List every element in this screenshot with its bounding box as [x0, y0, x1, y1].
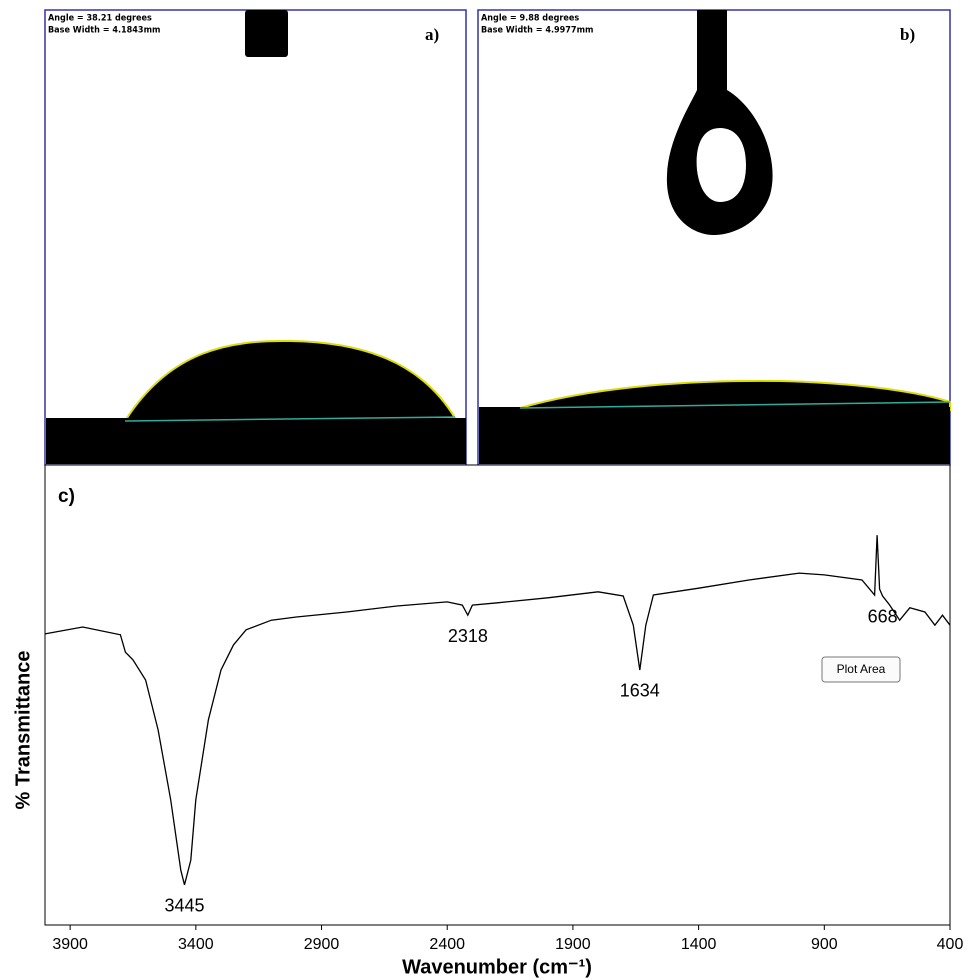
spectrum-line [44, 535, 951, 885]
peak-label: 668 [868, 607, 898, 627]
x-tick-label: 3900 [52, 936, 88, 953]
width-text: Base Width = 4.9977mm [481, 26, 593, 36]
droplet [123, 339, 457, 423]
panel-label: b) [900, 25, 915, 44]
angle-text: Angle = 9.88 degrees [481, 14, 579, 24]
tooltip: Plot Area [821, 656, 901, 683]
needle [245, 10, 288, 57]
width-text: Base Width = 4.1843mm [48, 26, 160, 36]
panel-a: Angle = 38.21 degrees Base Width = 4.184… [44, 9, 467, 466]
x-tick-label: 400 [937, 936, 964, 953]
x-axis-label: Wavenumber (cm⁻¹) [402, 956, 592, 978]
x-tick-label: 2900 [304, 936, 340, 953]
peak-label: 2318 [448, 626, 488, 646]
angle-text: Angle = 38.21 degrees [48, 14, 152, 24]
droplet [519, 379, 951, 411]
pendant-drop [666, 10, 773, 235]
peak-label: 3445 [164, 896, 204, 916]
baseline [124, 416, 456, 422]
y-axis-label: % Transmittance [12, 651, 34, 810]
tooltip-box [821, 656, 901, 683]
panel-label: a) [425, 25, 439, 44]
x-tick-label: 2400 [429, 936, 465, 953]
baseline [519, 401, 951, 409]
plot-frame [44, 464, 951, 926]
panel-b: Angle = 9.88 degrees Base Width = 4.9977… [477, 9, 951, 466]
tooltip-text: Plot Area [837, 662, 886, 676]
peak-label: 1634 [620, 681, 660, 701]
x-tick-label: 3400 [178, 936, 214, 953]
x-tick-label: 900 [811, 936, 838, 953]
panel-label: c) [58, 486, 75, 507]
substrate [479, 407, 950, 464]
x-tick-label: 1400 [681, 936, 717, 953]
x-tick-label: 1900 [555, 936, 591, 953]
substrate [46, 418, 466, 464]
